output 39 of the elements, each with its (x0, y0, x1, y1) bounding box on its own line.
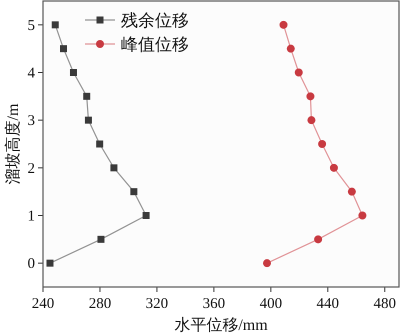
y-axis-title: 溜坡高度/m (4, 103, 22, 184)
point (286, 44, 295, 53)
point (96, 140, 104, 148)
point (83, 92, 90, 100)
point (60, 45, 68, 52)
y-tick-label: 2 (28, 160, 35, 177)
point (348, 188, 356, 196)
point (84, 116, 92, 124)
y-tick-label: 4 (28, 66, 36, 82)
point (142, 212, 150, 219)
y-tick-label: 0 (28, 256, 35, 272)
point (262, 259, 271, 268)
x-tick-label: 360 (202, 296, 226, 312)
point (130, 188, 138, 196)
point (306, 92, 314, 100)
point (318, 140, 326, 148)
y-tick-label: 5 (28, 18, 35, 34)
point (70, 69, 77, 76)
point (330, 164, 338, 172)
point (280, 20, 288, 29)
legend-label: 峰值位移 (121, 35, 189, 54)
x-tick-label: 240 (32, 296, 54, 312)
x-tick-label: 320 (146, 296, 168, 312)
legend-label: 残余位移 (121, 11, 189, 30)
point (307, 116, 316, 124)
point (358, 212, 366, 220)
point (97, 236, 104, 243)
x-tick-label: 280 (88, 296, 112, 312)
y-tick-label: 1 (28, 208, 35, 224)
x-axis-title: 水平位移/mm (174, 316, 268, 334)
y-tick-label: 3 (28, 113, 35, 130)
point (52, 21, 59, 28)
point (294, 68, 303, 76)
x-tick-label: 400 (260, 296, 282, 312)
x-tick-label: 480 (374, 296, 396, 312)
point (314, 235, 322, 244)
x-tick-label: 440 (316, 296, 340, 312)
point (110, 164, 118, 172)
point (46, 260, 54, 267)
